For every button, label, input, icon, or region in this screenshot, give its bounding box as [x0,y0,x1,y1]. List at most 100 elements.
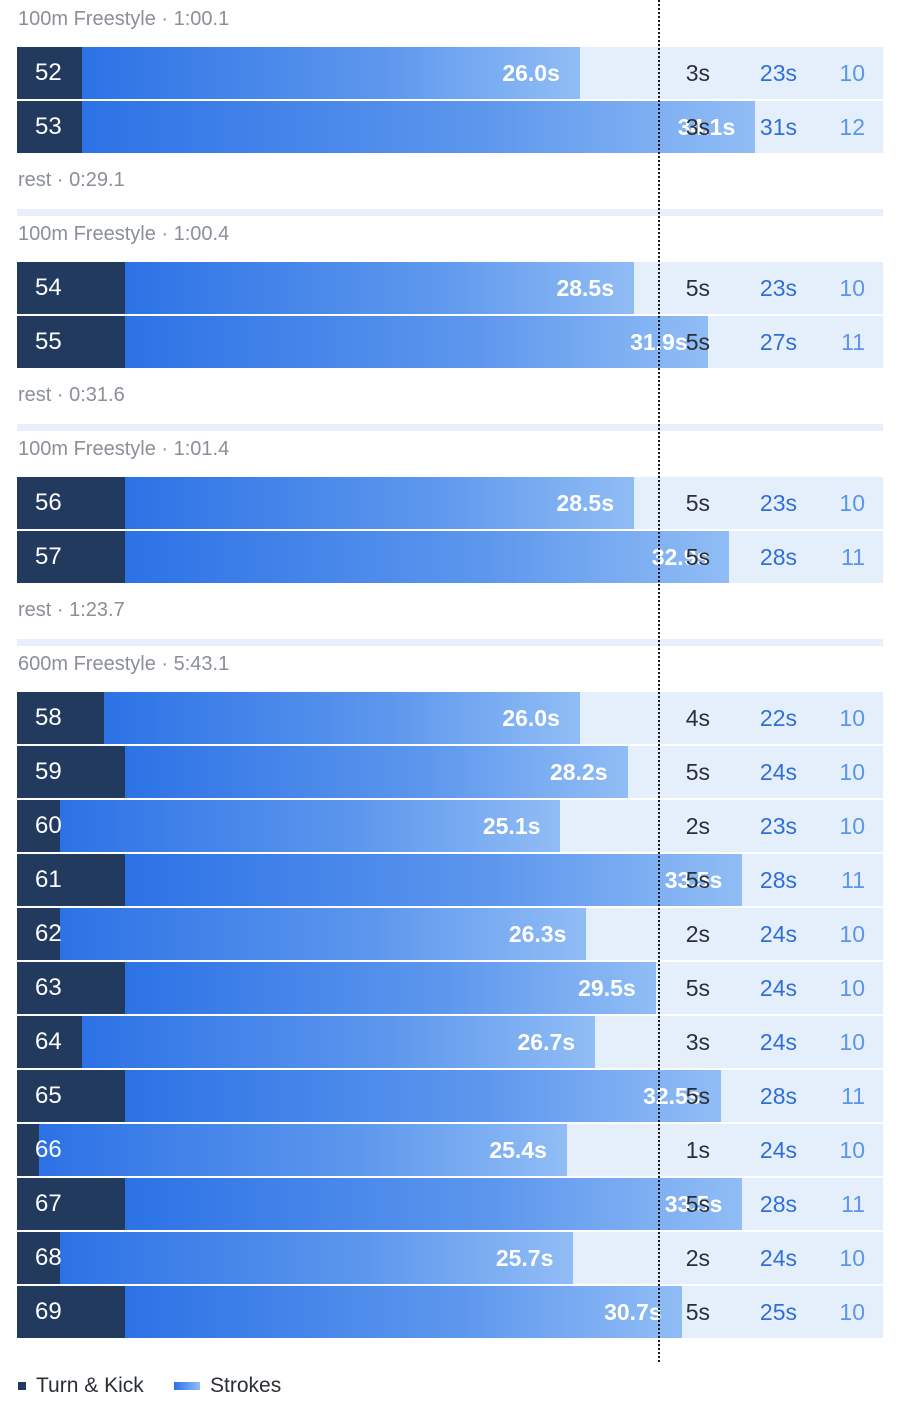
turn-kick-value: 3s [685,1029,710,1055]
turn-kick-value: 5s [685,544,710,570]
split-time-label: 32.5s [643,1083,701,1109]
turn-kick-value: 5s [685,759,710,785]
stroke-time-value: 23s [759,60,797,86]
stroke-time-value: 25s [759,1299,797,1325]
turn-kick-value: 1s [685,1137,710,1163]
stroke-time-value: 23s [759,813,797,839]
strokes-bar [125,1070,721,1122]
legend-turn-kick: Turn & Kick [18,1372,144,1400]
stroke-time-value: 28s [759,1083,797,1109]
split-time-label: 28.2s [549,759,608,785]
lap-row: 61 33.5s 5s 28s 11 [17,854,883,906]
set-separator [17,639,883,646]
strokes-bar [38,1124,567,1176]
turn-kick-bar [17,101,82,153]
turn-kick-value: 5s [685,1083,710,1109]
stroke-count-value: 11 [841,1083,865,1109]
lap-number: 64 [35,1028,62,1055]
rest-label: rest · 0:29.1 [18,169,125,191]
split-time-label: 34.1s [677,114,736,140]
lap-row: 69 30.7s 5s 25s 10 [17,1286,883,1338]
lap-number: 62 [35,920,62,947]
strokes-bar [125,477,635,529]
reference-line [657,0,660,1362]
turn-kick-bar [17,746,126,798]
lap-row: 57 32.9s 5s 28s 11 [17,531,883,583]
legend-turn-kick-label: Turn & Kick [36,1374,144,1397]
lap-row: 52 26.0s 3s 23s 10 [17,47,883,99]
stroke-time-value: 23s [759,275,797,301]
strokes-bar [125,531,730,583]
split-time-label: 26.7s [517,1029,576,1055]
lap-number: 52 [35,59,62,86]
stroke-count-value: 11 [841,329,865,355]
turn-kick-bar [17,962,126,1014]
turn-kick-value: 2s [685,813,710,839]
lap-row: 54 28.5s 5s 23s 10 [17,262,883,314]
lap-number: 53 [35,113,62,140]
strokes-bar [125,1286,682,1338]
stroke-time-value: 27s [759,329,797,355]
turn-kick-bar [17,531,126,583]
rest-label: rest · 1:23.7 [18,599,125,621]
split-time-label: 25.7s [495,1245,554,1271]
lap-row: 62 26.3s 2s 24s 10 [17,908,883,960]
lap-row: 68 25.7s 2s 24s 10 [17,1232,883,1284]
turn-kick-bar [17,1286,126,1338]
lap-row: 63 29.5s 5s 24s 10 [17,962,883,1014]
stroke-time-value: 24s [759,1029,797,1055]
turn-kick-bar [17,692,104,744]
stroke-time-value: 28s [759,1191,797,1217]
set-separator [17,424,883,431]
stroke-time-value: 24s [759,921,797,947]
stroke-time-value: 24s [759,1245,797,1271]
lap-number: 60 [35,812,62,839]
split-time-label: 28.5s [556,275,615,301]
strokes-bar [60,1232,574,1284]
lap-number: 65 [35,1082,62,1109]
stroke-count-value: 10 [839,490,865,516]
strokes-bar [125,746,628,798]
strokes-bar [125,854,743,906]
lap-number: 55 [35,328,62,355]
set-title: 100m Freestyle · 1:01.4 [18,438,230,460]
turn-kick-bar [17,1124,39,1176]
stroke-count-value: 12 [839,114,865,140]
split-time-label: 30.7s [604,1299,662,1325]
lap-number: 63 [35,974,62,1001]
lap-number: 67 [35,1190,62,1217]
lap-number: 57 [35,543,62,570]
set-title: 100m Freestyle · 1:00.1 [18,8,230,30]
turn-kick-value: 5s [685,975,710,1001]
turn-kick-value: 5s [685,1299,710,1325]
stroke-time-value: 28s [759,544,797,570]
lap-number: 59 [35,758,62,785]
turn-kick-value: 3s [685,60,710,86]
split-time-label: 28.5s [556,490,615,516]
turn-kick-value: 5s [685,1191,710,1217]
stroke-count-value: 10 [839,1245,865,1271]
stroke-count-value: 10 [839,1299,865,1325]
stroke-time-value: 24s [759,759,797,785]
turn-kick-value: 2s [685,1245,710,1271]
set-title: 100m Freestyle · 1:00.4 [18,223,230,245]
lap-number: 69 [35,1298,62,1325]
lap-row: 67 33.5s 5s 28s 11 [17,1178,883,1230]
turn-kick-bar [17,1178,126,1230]
stroke-count-value: 10 [839,275,865,301]
strokes-swatch [174,1382,200,1390]
turn-kick-bar [17,908,61,960]
split-time-label: 33.5s [664,867,723,893]
lap-row: 66 25.4s 1s 24s 10 [17,1124,883,1176]
lap-row: 56 28.5s 5s 23s 10 [17,477,883,529]
stroke-time-value: 31s [759,114,797,140]
stroke-count-value: 10 [839,1029,865,1055]
set-title: 600m Freestyle · 5:43.1 [18,653,230,675]
turn-kick-value: 2s [685,921,710,947]
stroke-count-value: 10 [839,921,865,947]
lap-number: 66 [35,1136,62,1163]
lap-number: 61 [35,866,62,893]
stroke-time-value: 24s [759,975,797,1001]
strokes-bar [60,800,561,852]
turn-kick-value: 4s [685,705,710,731]
